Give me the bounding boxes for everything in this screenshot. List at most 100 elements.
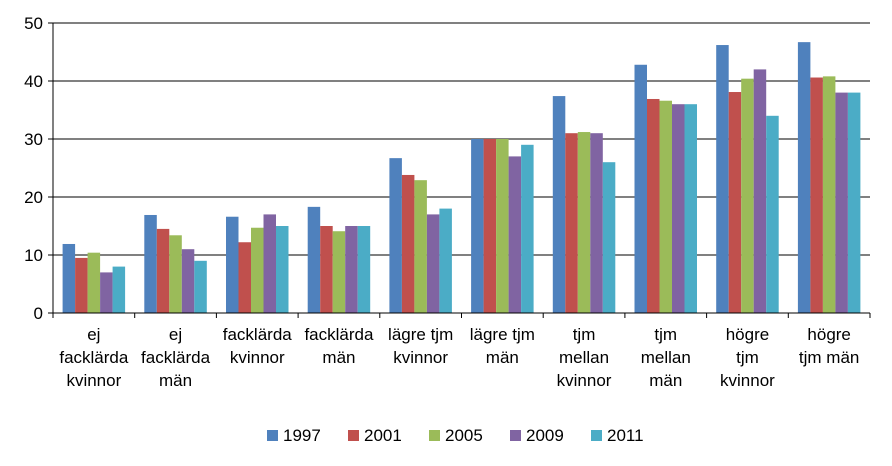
x-category-label-line: kvinnor: [393, 348, 448, 367]
x-category-label: lägre tjm män: [470, 325, 535, 367]
x-category-label-line: kvinnor: [720, 371, 775, 390]
y-tick-label: 50: [24, 14, 43, 33]
bar-1997-cat-2: [226, 216, 239, 313]
bar-2011-cat-8: [766, 115, 779, 313]
bar-2011-cat-2: [276, 226, 289, 313]
legend-label-2009: 2009: [526, 426, 564, 445]
bar-2001-cat-5: [483, 139, 497, 313]
bar-2011-cat-7: [684, 104, 697, 313]
x-category-label-line: facklärda: [141, 348, 211, 367]
y-tick-label: 20: [24, 188, 43, 207]
x-category-label-line: facklärda: [59, 348, 129, 367]
y-tick-label: 10: [24, 246, 43, 265]
x-category-label-line: män: [649, 371, 682, 390]
x-category-label-line: högre: [807, 325, 850, 344]
x-category-label: ej facklärda kvinnor: [59, 325, 129, 390]
bar-1997-cat-1: [144, 214, 157, 313]
bar-2009-cat-4: [426, 214, 440, 313]
bar-2011-cat-5: [521, 144, 534, 313]
bar-2001-cat-4: [401, 174, 415, 313]
x-category-label: facklärda män: [304, 325, 374, 367]
bar-2011-cat-4: [439, 208, 452, 313]
bar-2009-cat-9: [835, 92, 848, 313]
x-category-label-line: mellan: [559, 348, 609, 367]
axes: [52, 23, 871, 318]
bar-2009-cat-3: [345, 226, 358, 313]
x-category-label-line: tjm män: [799, 348, 859, 367]
x-category-label-line: tjm: [573, 325, 596, 344]
bar-2009-cat-7: [672, 104, 685, 313]
x-category-label-line: facklärda: [304, 325, 374, 344]
bar-1997-cat-9: [797, 42, 811, 313]
x-category-label: högre tjm män: [799, 325, 859, 367]
legend-swatch-2005: [429, 430, 440, 441]
bar-2011-cat-0: [112, 266, 126, 313]
y-tick-label: 40: [24, 72, 43, 91]
bar-2005-cat-1: [169, 235, 182, 313]
bars: [62, 42, 861, 314]
y-axis-ticks: 0 10 20 30 40 50: [24, 14, 53, 323]
legend-label-2005: 2005: [445, 426, 483, 445]
bar-2011-cat-1: [194, 260, 207, 313]
bar-1997-cat-0: [62, 243, 76, 313]
legend-swatch-2009: [510, 430, 521, 441]
bar-1997-cat-8: [716, 45, 729, 313]
bar-2009-cat-8: [753, 69, 767, 314]
legend-swatch-2001: [348, 430, 359, 441]
bar-2009-cat-1: [181, 249, 195, 313]
bar-2009-cat-0: [100, 272, 113, 313]
bar-2005-cat-3: [332, 231, 346, 313]
x-category-label: tjm mellan kvinnor: [557, 325, 612, 390]
legend-swatch-2011: [591, 430, 602, 441]
legend-label-2011: 2011: [607, 426, 644, 445]
x-category-label-line: mellan: [641, 348, 691, 367]
x-category-label-line: män: [159, 371, 192, 390]
bar-2001-cat-3: [320, 226, 333, 313]
bar-2001-cat-7: [647, 98, 660, 313]
bar-2001-cat-0: [75, 257, 88, 313]
x-category-label-line: kvinnor: [557, 371, 612, 390]
bar-2009-cat-5: [508, 156, 522, 313]
x-category-label-line: ej: [87, 325, 100, 344]
bar-2009-cat-6: [590, 133, 603, 313]
x-category-label-line: tjm: [736, 348, 759, 367]
bar-2005-cat-6: [577, 132, 591, 313]
bar-2005-cat-5: [496, 139, 509, 313]
bar-2005-cat-2: [251, 227, 264, 313]
x-category-label-line: män: [322, 348, 355, 367]
x-category-label: högre tjm kvinnor: [720, 325, 775, 390]
x-category-label-line: tjm: [654, 325, 677, 344]
x-category-label-line: kvinnor: [230, 348, 285, 367]
bar-2001-cat-9: [810, 77, 823, 314]
x-category-label: facklärda kvinnor: [223, 325, 293, 367]
bar-1997-cat-6: [552, 96, 566, 313]
bar-1997-cat-7: [634, 64, 647, 313]
y-tick-label: 0: [34, 304, 43, 323]
bar-2011-cat-3: [357, 226, 371, 313]
legend-swatch-1997: [267, 430, 278, 441]
x-category-label: lägre tjm kvinnor: [388, 325, 453, 367]
x-category-label-line: män: [486, 348, 519, 367]
x-category-label-line: högre: [726, 325, 769, 344]
legend-label-1997: 1997: [283, 426, 321, 445]
bar-1997-cat-3: [307, 206, 321, 313]
x-category-label-line: ej: [169, 325, 182, 344]
bar-2001-cat-6: [565, 133, 578, 313]
bar-2001-cat-8: [728, 92, 742, 314]
y-tick-label: 30: [24, 130, 43, 149]
bar-1997-cat-4: [389, 158, 402, 313]
x-category-label: tjm mellan män: [641, 325, 691, 390]
bar-2005-cat-4: [414, 180, 427, 313]
bar-2001-cat-1: [156, 228, 170, 313]
bar-2011-cat-9: [847, 92, 861, 313]
bar-2005-cat-0: [87, 252, 101, 313]
legend-label-2001: 2001: [364, 426, 402, 445]
bar-2001-cat-2: [238, 242, 251, 313]
legend: 1997 2001 2005 2009 2011: [267, 426, 644, 445]
x-category-label-line: kvinnor: [66, 371, 121, 390]
bar-2011-cat-6: [602, 162, 616, 313]
bar-2009-cat-2: [263, 214, 276, 313]
x-category-label: ej facklärda män: [141, 325, 211, 390]
